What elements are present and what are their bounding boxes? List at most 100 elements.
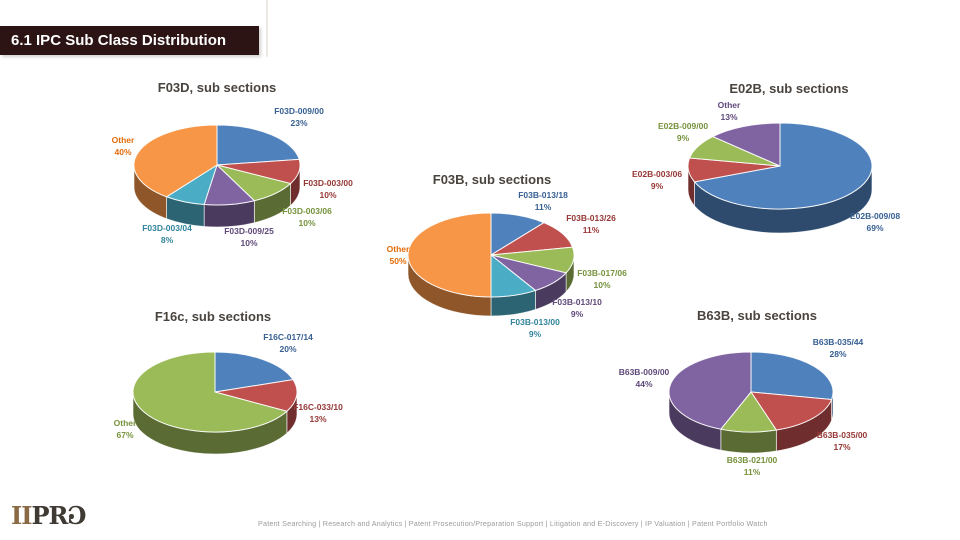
pie-label-percent: 9% — [650, 180, 664, 191]
pie-data-label-e02b-1: E02B-003/06 9% — [632, 169, 682, 192]
pie-label-category: Other — [386, 244, 410, 254]
pie-label-category: F03D-003/00 — [303, 178, 353, 188]
chart-title-f16c: F16c, sub sections — [154, 309, 272, 324]
pie-label-percent: 20% — [279, 343, 297, 354]
pie-label-category: B63B-035/00 — [816, 430, 868, 440]
pie-slice-b63b-1 — [750, 391, 833, 431]
pie-label-category: F03B-013/00 — [510, 317, 560, 327]
pie-data-label-f03d-1: F03D-003/00 10% — [303, 178, 353, 201]
logo-d-glyph: Ɔ — [67, 501, 86, 530]
pie-data-label-f03d-5: Other 40% — [112, 135, 135, 158]
pie-label-percent: 67% — [116, 429, 134, 440]
logo-stylized-d: Ɔ — [67, 501, 86, 530]
pie-slice-f03d-5 — [133, 124, 218, 198]
pie-label-category: E02B-009/08 — [849, 211, 901, 221]
pie-slice-f03d-0 — [216, 124, 300, 166]
pie-label-percent: 8% — [160, 234, 174, 245]
pie-label-category: Other — [113, 418, 137, 428]
pie-label-category: F03B-013/10 — [552, 297, 602, 307]
pie-label-percent: 50% — [389, 255, 407, 266]
pie-label-category: F03D-009/00 — [274, 106, 324, 116]
pie-label-percent: 44% — [635, 378, 653, 389]
pie-b63b — [668, 351, 834, 454]
pie-slice-f16c-0 — [214, 351, 294, 393]
pie-slice-b63b-0 — [750, 351, 834, 401]
pie-data-label-f16c-0: F16C-017/14 20% — [263, 332, 313, 355]
pie-label-category: B63B-021/00 — [726, 455, 778, 465]
pie-data-label-f03b-3: F03B-013/10 9% — [552, 297, 602, 320]
pie-label-percent: 69% — [866, 222, 884, 233]
pie-data-label-f16c-2: Other 67% — [114, 418, 137, 441]
pie-label-percent: 10% — [319, 189, 337, 200]
pie-label-percent: 10% — [593, 279, 611, 290]
footer-tagline: Patent Searching | Research and Analytic… — [258, 519, 768, 528]
pie-data-label-e02b-2: E02B-009/00 9% — [658, 121, 708, 144]
pie-data-label-b63b-1: B63B-035/00 17% — [817, 430, 868, 453]
slide-title-bar: 6.1 IPC Sub Class Distribution — [0, 26, 259, 55]
pie-label-percent: 13% — [309, 413, 327, 424]
pie-data-label-f03d-4: F03D-003/04 8% — [142, 223, 192, 246]
pie-label-percent: 10% — [240, 237, 258, 248]
pie-label-percent: 40% — [114, 146, 132, 157]
pie-data-label-f03b-5: Other 50% — [387, 244, 410, 267]
iiprd-logo: IIPRƆ — [11, 501, 87, 530]
pie-label-category: E02B-009/00 — [657, 121, 709, 131]
pie-slice-e02b-3 — [711, 122, 781, 167]
pie-data-label-f03b-0: F03B-013/18 11% — [518, 190, 568, 213]
pie-data-label-e02b-3: Other 13% — [718, 100, 741, 123]
logo-letters-pr: PR — [31, 501, 68, 530]
pie-label-category: F03D-003/04 — [142, 223, 192, 233]
pie-label-percent: 10% — [298, 217, 316, 228]
pie-label-category: F03B-013/26 — [566, 213, 616, 223]
pie-slice-b63b-3 — [668, 351, 752, 430]
pie-label-percent: 13% — [720, 111, 738, 122]
pie-label-category: F03D-003/06 — [282, 206, 332, 216]
pie-label-category: B63B-035/44 — [812, 337, 864, 347]
pie-label-percent: 9% — [570, 308, 584, 319]
pie-label-category: F03B-017/06 — [577, 268, 627, 278]
pie-f03b — [407, 212, 575, 317]
pie-data-label-f03b-1: F03B-013/26 11% — [566, 213, 616, 236]
pie-data-label-f16c-1: F16C-033/10 13% — [293, 402, 343, 425]
pie-data-label-f03b-2: F03B-017/06 10% — [577, 268, 627, 291]
pie-label-category: B63B-009/00 — [618, 367, 670, 377]
pie-slice-f03b-5 — [407, 212, 492, 298]
pie-slice-f16c-2 — [132, 351, 288, 433]
pie-data-label-b63b-0: B63B-035/44 28% — [813, 337, 864, 360]
chart-title-b63b: B63B, sub sections — [697, 308, 817, 323]
chart-title-f03b: F03B, sub sections — [432, 172, 552, 187]
pie-label-category: Other — [111, 135, 135, 145]
pie-label-percent: 9% — [676, 132, 690, 143]
pie-label-category: F16C-017/14 — [263, 332, 313, 342]
pie-data-label-b63b-2: B63B-021/00 11% — [727, 455, 778, 478]
pie-data-label-b63b-3: B63B-009/00 44% — [619, 367, 670, 390]
pie-f16c — [132, 351, 298, 455]
pie-label-percent: 11% — [582, 224, 600, 235]
pie-label-percent: 11% — [743, 466, 761, 477]
pie-label-category: F16C-033/10 — [293, 402, 343, 412]
pie-label-category: E02B-003/06 — [631, 169, 683, 179]
pie-label-percent: 23% — [290, 117, 308, 128]
pie-slice-f16c-1 — [214, 379, 298, 412]
pie-label-percent: 17% — [833, 441, 851, 452]
logo-letters-ii: II — [11, 501, 32, 530]
pie-label-category: Other — [717, 100, 741, 110]
pie-e02b — [687, 122, 873, 234]
pie-label-percent: 9% — [528, 328, 542, 339]
pie-label-category: F03D-009/25 — [224, 226, 274, 236]
pie-label-category: F03B-013/18 — [518, 190, 568, 200]
chart-title-e02b: E02B, sub sections — [729, 81, 849, 96]
pie-f03d — [133, 124, 301, 228]
pie-data-label-e02b-0: E02B-009/08 69% — [850, 211, 900, 234]
logo-d-dot-icon — [69, 514, 74, 519]
pie-slice-e02b-0 — [693, 122, 873, 210]
pie-data-label-f03d-3: F03D-009/25 10% — [224, 226, 274, 249]
pie-data-label-f03d-2: F03D-003/06 10% — [282, 206, 332, 229]
pie-slice-side-b63b-2 — [720, 428, 777, 454]
slide-corner-decoration — [266, 0, 268, 57]
pie-data-label-f03d-0: F03D-009/00 23% — [274, 106, 324, 129]
chart-title-f03d: F03D, sub sections — [157, 80, 277, 95]
pie-data-label-f03b-4: F03B-013/00 9% — [510, 317, 560, 340]
